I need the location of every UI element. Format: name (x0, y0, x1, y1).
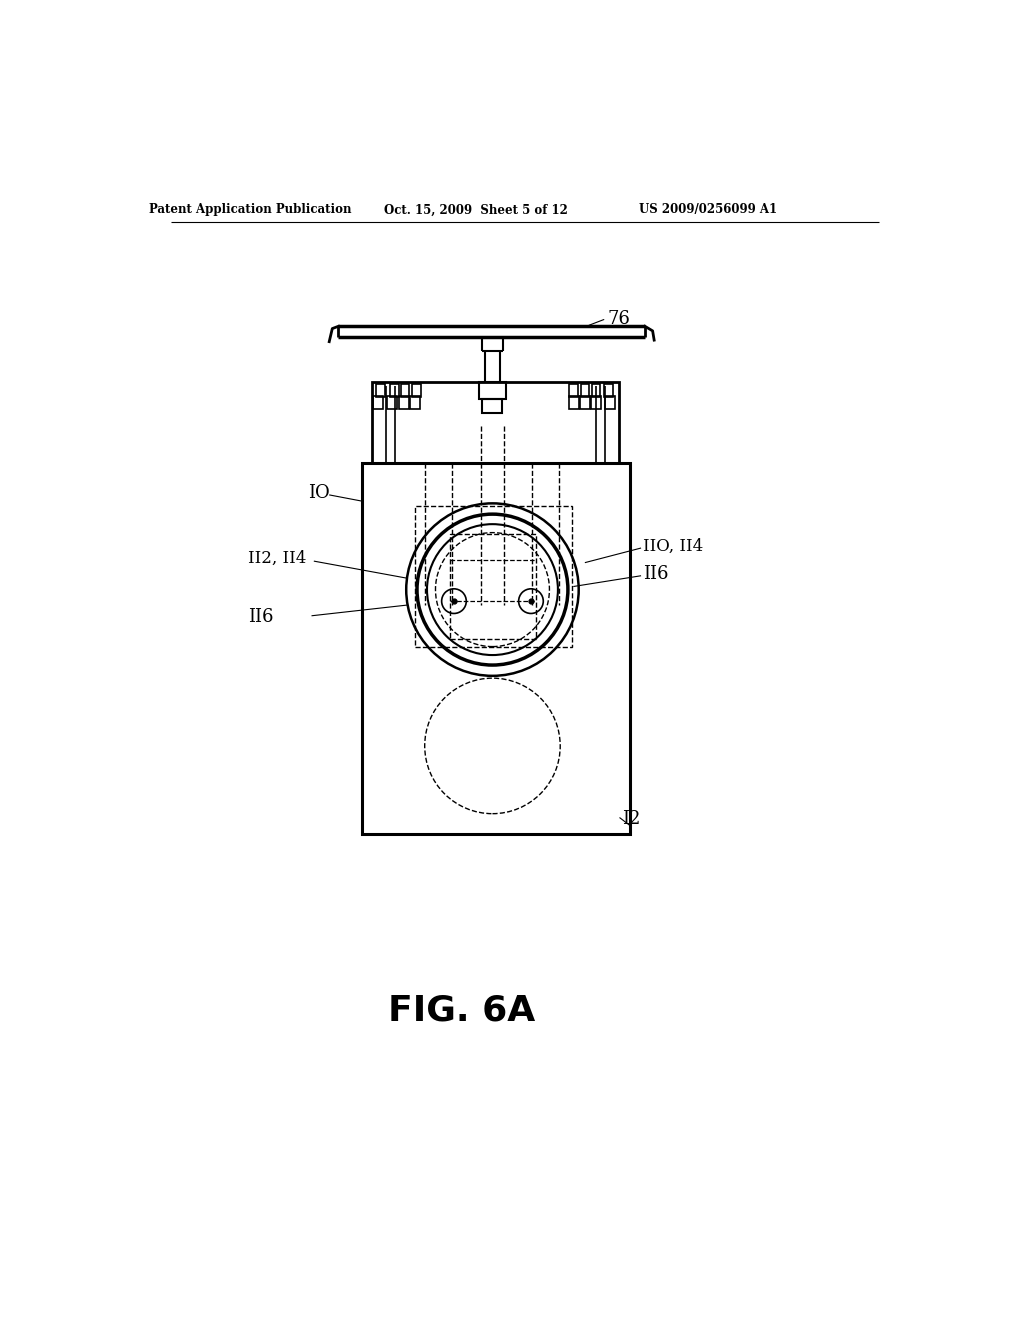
Bar (569, 384, 578, 397)
Bar (591, 396, 601, 409)
Bar (482, 399, 503, 412)
Bar (605, 396, 614, 409)
Bar (604, 384, 612, 397)
Bar (413, 384, 421, 397)
Text: Patent Application Publication: Patent Application Publication (148, 203, 351, 216)
Text: IIO, II4: IIO, II4 (643, 539, 702, 554)
Bar (478, 381, 506, 399)
Text: 76: 76 (608, 310, 631, 327)
Bar (451, 535, 537, 639)
Bar (568, 396, 579, 409)
Bar (581, 384, 590, 397)
Bar (400, 384, 410, 397)
Text: IO: IO (307, 484, 330, 503)
Bar (387, 396, 397, 409)
Bar (361, 462, 630, 834)
Bar (398, 396, 409, 409)
Bar (581, 396, 590, 409)
Bar (416, 507, 571, 647)
Text: II2, II4: II2, II4 (248, 550, 306, 568)
Text: I2: I2 (622, 810, 640, 828)
Bar (390, 384, 398, 397)
Bar (376, 384, 385, 397)
Text: II6: II6 (643, 565, 668, 583)
Bar (410, 396, 420, 409)
Bar (373, 381, 618, 462)
Text: FIG. 6A: FIG. 6A (388, 994, 536, 1028)
Text: US 2009/0256099 A1: US 2009/0256099 A1 (639, 203, 777, 216)
Bar (373, 396, 383, 409)
Text: Oct. 15, 2009  Sheet 5 of 12: Oct. 15, 2009 Sheet 5 of 12 (384, 203, 567, 216)
Bar (592, 384, 600, 397)
Text: II6: II6 (248, 607, 273, 626)
